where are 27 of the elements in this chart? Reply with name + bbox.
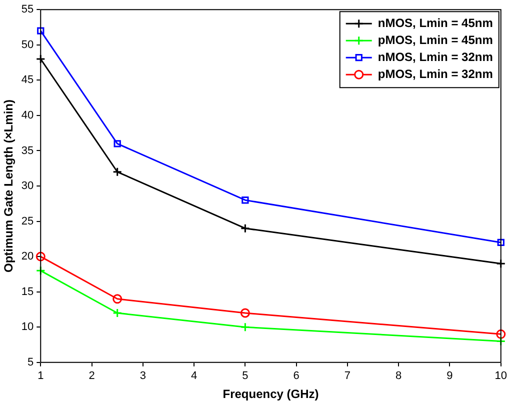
y-tick-label: 20 xyxy=(21,250,34,263)
x-tick-label: 7 xyxy=(344,370,351,382)
x-tick-label: 3 xyxy=(140,370,146,382)
x-tick-label: 9 xyxy=(446,370,453,382)
y-tick-label: 30 xyxy=(21,180,34,192)
x-tick-label: 8 xyxy=(396,370,402,382)
legend-label: pMOS, Lmin = 32nm xyxy=(378,66,493,81)
x-tick-label: 1 xyxy=(38,370,44,382)
legend-label: nMOS, Lmin = 45nm xyxy=(378,16,493,30)
y-tick-label: 40 xyxy=(21,109,34,122)
x-tick-label: 5 xyxy=(242,370,248,382)
y-tick-label: 25 xyxy=(21,215,34,228)
legend-label: nMOS, Lmin = 32nm xyxy=(378,50,493,64)
y-tick-label: 45 xyxy=(21,74,34,86)
y-axis-title: Optimum Gate Length (×Lmin) xyxy=(2,100,16,272)
x-tick-label: 2 xyxy=(88,370,95,382)
x-tick-label: 10 xyxy=(494,370,508,382)
legend-label: pMOS, Lmin = 45nm xyxy=(378,32,493,47)
x-axis-title: Frequency (GHz) xyxy=(222,387,319,402)
y-tick-label: 35 xyxy=(21,144,34,157)
x-tick-label: 4 xyxy=(190,370,198,382)
x-tick-label: 6 xyxy=(293,370,300,382)
y-tick-label: 5 xyxy=(28,356,34,368)
y-tick-label: 10 xyxy=(21,321,34,334)
y-tick-label: 50 xyxy=(21,38,34,51)
y-tick-label: 55 xyxy=(21,4,34,16)
y-tick-label: 15 xyxy=(21,286,34,298)
